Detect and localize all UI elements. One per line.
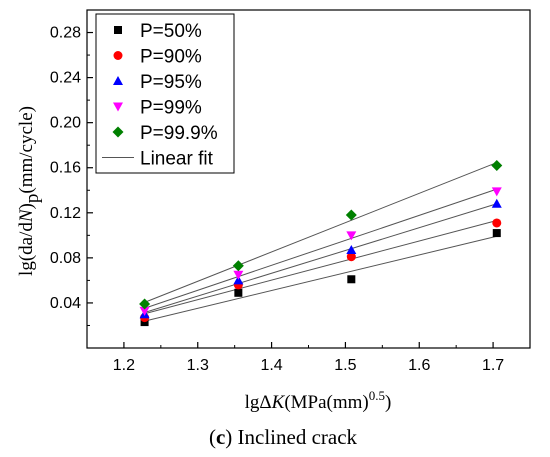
y-axis-title: lg(da/dN)p(mm/cycle)	[16, 106, 43, 276]
point-series-5	[232, 260, 244, 272]
point-series-3	[491, 198, 502, 208]
legend-label-series-2: P=90%	[140, 47, 202, 68]
legend-marker-series-1	[114, 26, 122, 34]
x-tick-label: 1.4	[260, 357, 282, 374]
y-axis: 0.04 0.08 0.12 0.16 0.20 0.24 0.28	[50, 25, 93, 326]
y-tick-label: 0.28	[50, 25, 81, 42]
x-axis-title-var: K	[271, 392, 286, 413]
x-axis-title-exp: 0.5	[369, 388, 385, 403]
point-series-5	[345, 209, 357, 221]
y-tick-label: 0.08	[50, 250, 81, 267]
point-series-4	[233, 270, 244, 280]
x-tick-label: 1.2	[113, 357, 135, 374]
x-tick-label: 1.3	[187, 357, 209, 374]
y-axis-title-var: N	[16, 208, 37, 223]
y-axis-title-prefix: lg(da/d	[16, 222, 37, 276]
point-series-4	[346, 231, 357, 241]
data-points	[139, 159, 503, 327]
point-series-1	[492, 229, 501, 238]
point-series-1	[140, 318, 149, 327]
caption-open: (	[209, 425, 216, 449]
legend-label-series-5: P=99.9%	[140, 123, 218, 144]
point-series-4	[139, 306, 150, 316]
x-tick-label: 1.7	[482, 357, 504, 374]
y-tick-label: 0.24	[50, 70, 81, 87]
y-tick-label: 0.20	[50, 115, 81, 132]
y-tick-label: 0.16	[50, 160, 81, 177]
point-series-2	[492, 218, 502, 228]
legend: P=50% P=90% P=95% P=99% P=99.9% Linear fit	[95, 13, 235, 174]
x-tick-label: 1.5	[334, 357, 356, 374]
point-series-4	[491, 187, 502, 197]
point-series-5	[491, 159, 503, 171]
legend-label-series-1: P=50%	[140, 21, 202, 42]
x-axis-title: lgΔK(MPa(mm)0.5)	[245, 388, 392, 413]
legend-marker-series-5	[112, 126, 124, 138]
legend-box	[95, 13, 235, 174]
legend-label-series-3: P=95%	[140, 72, 202, 93]
point-series-5	[139, 298, 151, 310]
legend-label-series-4: P=99%	[140, 98, 202, 119]
y-axis-title-unit: (mm/cycle)	[16, 106, 37, 194]
legend-marker-series-4	[113, 102, 123, 112]
fit-line-series-2	[144, 220, 497, 315]
y-axis-title-sub: p	[22, 194, 43, 204]
y-axis-title-close: )	[16, 203, 37, 209]
y-tick-label: 0.04	[50, 295, 81, 312]
x-axis-title-unit: (MPa(mm)	[284, 392, 368, 413]
fit-line-series-1	[144, 235, 497, 322]
point-series-3	[346, 244, 357, 254]
legend-label-fit: Linear fit	[140, 149, 214, 170]
x-axis: 1.2 1.3 1.4 1.5 1.6 1.7	[113, 342, 504, 374]
x-axis-title-close: )	[385, 392, 391, 413]
fit-line-series-5	[144, 162, 497, 303]
fit-line-series-3	[144, 203, 497, 313]
point-series-1	[347, 275, 356, 284]
fit-line-series-4	[144, 188, 497, 309]
caption-letter: c	[216, 425, 225, 449]
caption-close: )	[225, 425, 232, 449]
point-series-1	[234, 288, 243, 297]
legend-marker-series-2	[113, 51, 123, 60]
caption-text: Inclined crack	[232, 425, 357, 449]
x-axis-title-prefix: lgΔ	[245, 392, 272, 413]
fit-lines	[144, 162, 497, 322]
point-series-2	[346, 252, 356, 262]
y-tick-label: 0.12	[50, 205, 81, 222]
legend-marker-series-3	[113, 76, 123, 85]
x-tick-label: 1.6	[408, 357, 430, 374]
figure-caption: (c) Inclined crack	[209, 425, 358, 449]
point-series-3	[233, 275, 244, 285]
